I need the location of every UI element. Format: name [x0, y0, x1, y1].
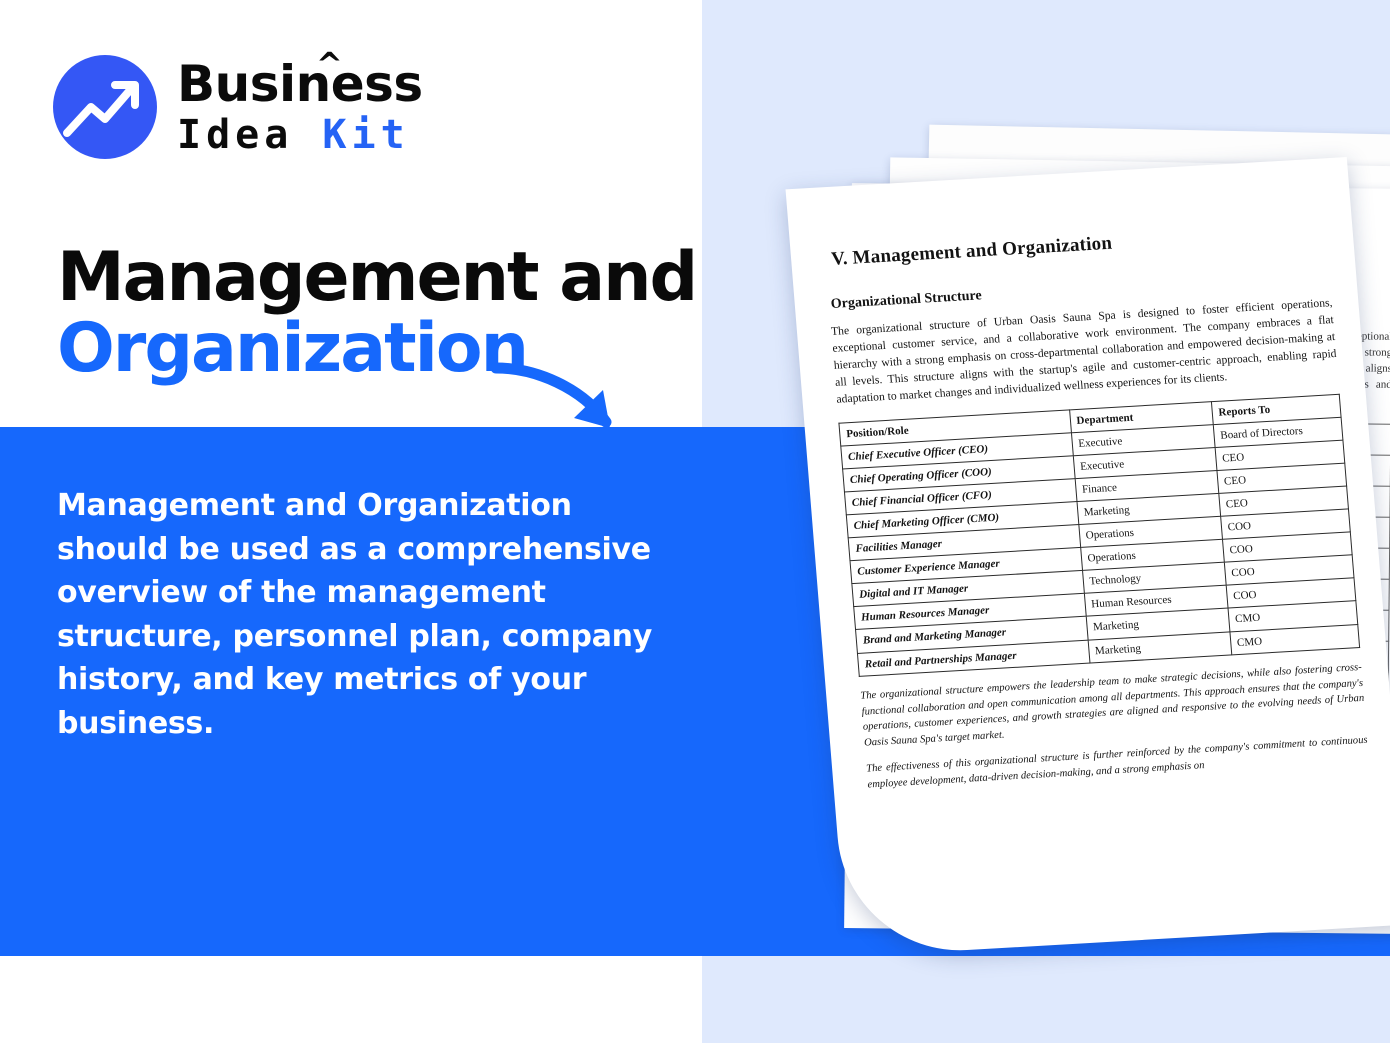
- panel-description-text: Management and Organization should be us…: [57, 488, 652, 741]
- org-structure-table: Position/Role Department Reports To Chie…: [838, 393, 1360, 676]
- org-structure-table-body: Position/Role Department Reports To Chie…: [838, 393, 1360, 676]
- brand-line-business: Business ^: [177, 48, 423, 109]
- brand-kit-text: Kit: [322, 112, 410, 158]
- brand-wordmark: Business ^ Idea Kit: [177, 48, 423, 155]
- document-intro-paragraph: The organizational structure of Urban Oa…: [830, 296, 1337, 406]
- page-title: Management and Organization: [57, 242, 698, 388]
- bottom-right-light-strip: [702, 956, 1390, 1043]
- trending-up-arrow-icon: [53, 55, 157, 159]
- document-page-content: V. Management and Organization Organizat…: [786, 157, 1390, 795]
- brand-line-idea-kit: Idea Kit: [177, 115, 423, 155]
- document-heading: V. Management and Organization: [830, 232, 1113, 270]
- page-title-line-2: Organization: [57, 308, 529, 388]
- brand-circumflex-accent: ^: [316, 45, 343, 83]
- page-title-line-1: Management and: [57, 238, 698, 317]
- brand-logo[interactable]: Business ^ Idea Kit: [53, 48, 423, 159]
- brand-business-text: Business: [177, 55, 423, 113]
- brand-idea-text: Idea: [177, 112, 323, 158]
- bottom-left-white-strip: [0, 956, 702, 1043]
- curved-arrow-down-right-icon: [490, 362, 612, 428]
- document-sheet-front[interactable]: V. Management and Organization Organizat…: [785, 157, 1390, 957]
- document-stack: V. Management and Organization Organizat…: [640, 110, 1390, 957]
